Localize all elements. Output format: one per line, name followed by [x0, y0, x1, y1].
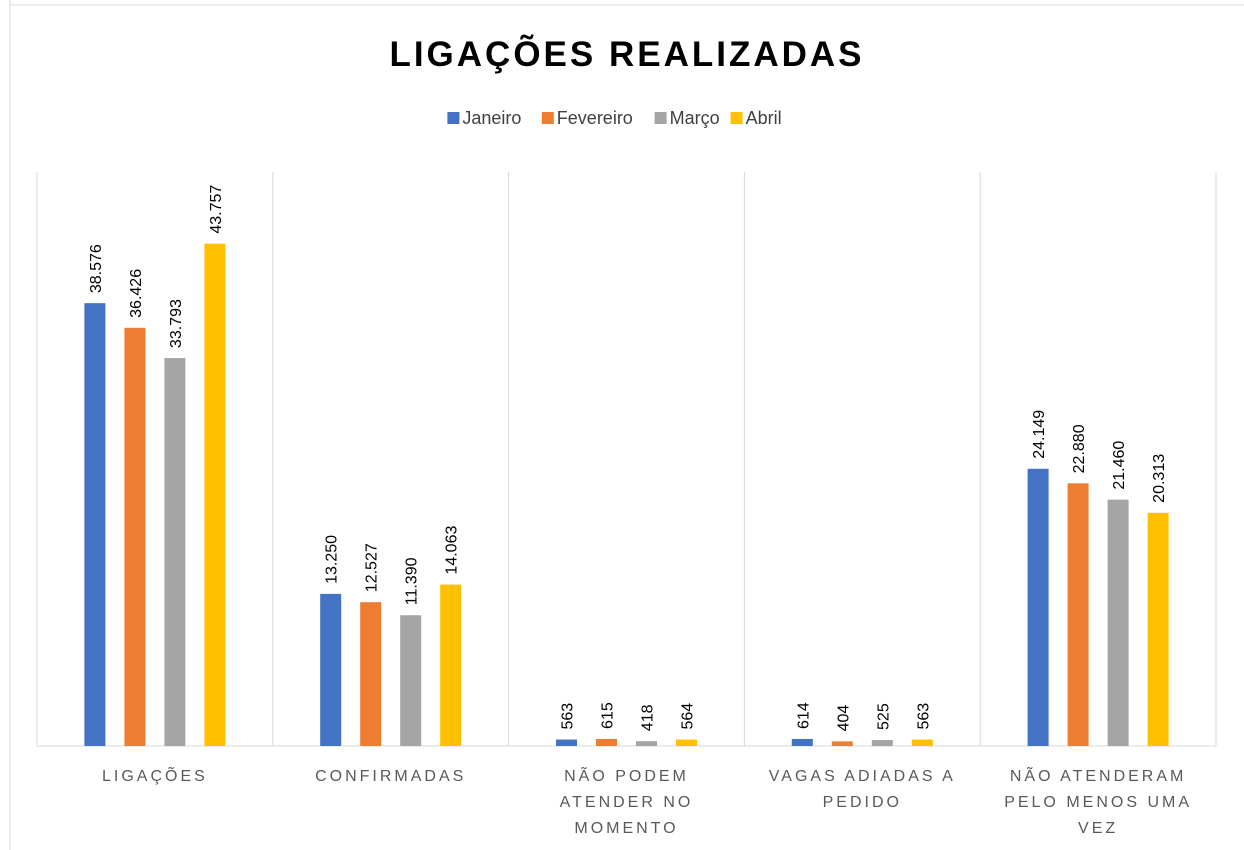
- legend-swatch: [541, 112, 554, 124]
- legend-swatch: [447, 112, 460, 124]
- bar: [871, 739, 893, 746]
- x-tick-label: VAGAS ADIADAS A PEDIDO: [768, 768, 956, 811]
- bar: [911, 739, 933, 746]
- bar: [360, 602, 382, 746]
- bar: [164, 358, 186, 746]
- data-label: 525: [875, 703, 892, 730]
- data-label: 21.460: [1111, 441, 1128, 490]
- data-label: 614: [795, 702, 812, 729]
- data-label: 418: [640, 704, 657, 731]
- bar: [676, 739, 697, 746]
- data-label: 564: [680, 703, 697, 730]
- data-label: 43.757: [208, 185, 225, 234]
- data-label: 33.793: [168, 299, 185, 348]
- data-label: 14.063: [444, 526, 461, 575]
- bar: [320, 593, 342, 746]
- data-label: 563: [560, 703, 577, 730]
- x-tick-label: NÃO ATENDERAM PELO MENOS UMA VEZ: [1004, 768, 1192, 837]
- bar: [636, 741, 657, 746]
- data-label: 20.313: [1151, 454, 1168, 503]
- chart-title: LIGAÇÕES REALIZADAS: [389, 34, 864, 74]
- x-tick-label: NÃO PODEM ATENDER NO MOMENTO: [559, 768, 694, 837]
- data-label: 36.426: [128, 269, 145, 318]
- bar: [791, 738, 813, 746]
- data-label: 13.250: [324, 535, 341, 584]
- bar: [440, 584, 462, 746]
- legend-label: Março: [670, 108, 720, 128]
- bar: [1067, 483, 1089, 746]
- data-label: 38.576: [88, 244, 105, 293]
- bar: [1027, 468, 1049, 746]
- legend-label: Abril: [746, 108, 782, 128]
- bar: [556, 739, 577, 746]
- data-label: 11.390: [404, 557, 421, 605]
- bar: [831, 741, 853, 746]
- bar: [596, 738, 617, 746]
- bar: [84, 303, 106, 746]
- bar: [1107, 499, 1129, 746]
- data-label: 12.527: [364, 543, 381, 592]
- bar: [400, 615, 422, 746]
- data-label: 563: [915, 703, 932, 730]
- data-label: 404: [835, 705, 852, 732]
- bar: [1147, 512, 1169, 746]
- bar: [124, 327, 146, 746]
- legend-swatch: [730, 112, 743, 124]
- legend-swatch: [654, 112, 667, 124]
- bar: [204, 243, 226, 746]
- data-label: 615: [600, 702, 617, 729]
- data-label: 24.149: [1031, 410, 1048, 459]
- x-tick-label: CONFIRMADAS: [315, 768, 467, 785]
- data-label: 22.880: [1071, 424, 1088, 473]
- legend-label: Janeiro: [462, 108, 521, 128]
- x-tick-label: LIGAÇÕES: [101, 768, 208, 785]
- legend-label: Fevereiro: [557, 108, 633, 128]
